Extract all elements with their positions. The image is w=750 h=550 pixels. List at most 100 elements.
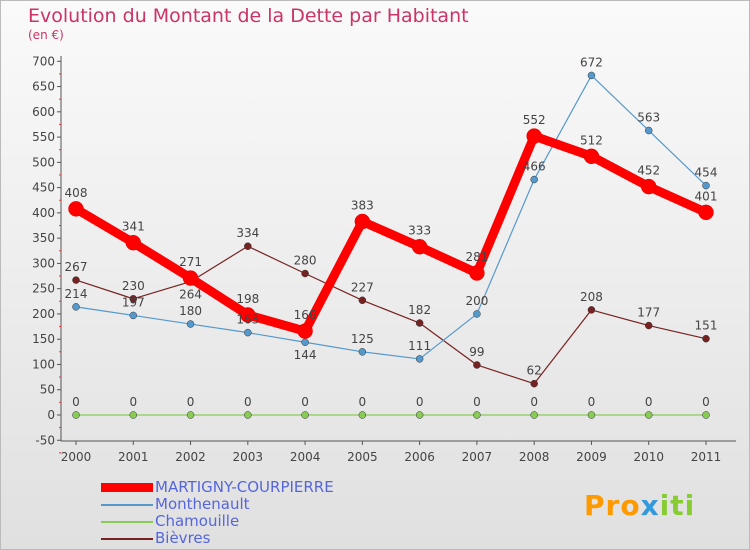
data-label: 0 bbox=[473, 395, 481, 409]
series-monthenault bbox=[72, 71, 710, 363]
data-point bbox=[702, 411, 710, 419]
data-point bbox=[640, 178, 657, 195]
data-point bbox=[530, 411, 538, 419]
data-label: 334 bbox=[236, 226, 259, 240]
data-label: 177 bbox=[637, 306, 660, 320]
data-point bbox=[68, 201, 84, 217]
legend-label: Bièvres bbox=[155, 529, 211, 547]
plot-area: -50 0 50 100 150 200 250 300 350 400 450 500 550 600 6… bbox=[32, 54, 736, 464]
data-label: 271 bbox=[179, 255, 202, 269]
data-label: 563 bbox=[637, 111, 660, 125]
y-tick-label: 50 bbox=[40, 383, 55, 397]
data-point bbox=[244, 411, 252, 419]
data-label: 452 bbox=[637, 164, 660, 178]
series-bièvres bbox=[72, 242, 710, 388]
data-label: 166 bbox=[294, 308, 317, 322]
data-label: 281 bbox=[465, 250, 488, 264]
legend-label: MARTIGNY-COURPIERRE bbox=[155, 478, 334, 496]
y-tick-label: 300 bbox=[32, 256, 55, 270]
x-tick-label: 2007 bbox=[462, 450, 493, 464]
x-tick-label: 2011 bbox=[691, 450, 722, 464]
legend-swatch bbox=[101, 520, 153, 523]
data-point bbox=[129, 311, 138, 320]
legend-swatch bbox=[101, 483, 153, 492]
series-line bbox=[73, 131, 708, 336]
data-point bbox=[186, 411, 195, 419]
data-point bbox=[129, 411, 138, 419]
data-point bbox=[644, 411, 653, 419]
series-chamouille bbox=[72, 411, 710, 419]
data-point bbox=[244, 328, 252, 337]
data-label: 0 bbox=[530, 395, 538, 409]
proxiti-logo: Proxiti bbox=[584, 489, 696, 522]
data-point bbox=[297, 323, 313, 339]
y-tick-label: 400 bbox=[32, 206, 55, 220]
data-point bbox=[358, 296, 367, 305]
data-label: 383 bbox=[351, 198, 374, 212]
data-point bbox=[240, 307, 256, 323]
data-point bbox=[301, 411, 309, 419]
data-point bbox=[526, 128, 542, 144]
data-label: 0 bbox=[702, 395, 710, 409]
data-point bbox=[301, 338, 309, 346]
y-tick-label: 700 bbox=[32, 54, 55, 68]
x-tick-label: 2004 bbox=[290, 450, 321, 464]
data-point bbox=[72, 276, 80, 284]
data-point bbox=[644, 126, 653, 135]
data-point bbox=[473, 361, 481, 369]
series-line bbox=[75, 74, 707, 360]
data-label: 267 bbox=[65, 260, 88, 274]
data-label: 0 bbox=[244, 395, 252, 409]
legend-item: Chamouille bbox=[101, 513, 334, 530]
data-point bbox=[587, 306, 596, 314]
legend: MARTIGNY-COURPIERRE Monthenault Chamouille… bbox=[101, 479, 334, 547]
data-point bbox=[186, 320, 195, 328]
legend-label: Chamouille bbox=[155, 512, 240, 530]
series-line bbox=[75, 245, 707, 385]
y-tick-label: 250 bbox=[32, 282, 55, 296]
data-point bbox=[530, 379, 538, 388]
y-tick-label: 500 bbox=[32, 155, 55, 169]
y-tick-label: 650 bbox=[32, 80, 55, 94]
data-point bbox=[125, 234, 142, 251]
data-label: 333 bbox=[408, 224, 431, 238]
x-tick-label: 2000 bbox=[61, 450, 92, 464]
x-tick-label: 2010 bbox=[633, 450, 664, 464]
data-label: 0 bbox=[588, 395, 596, 409]
data-label: 144 bbox=[294, 348, 317, 362]
data-label: 512 bbox=[580, 133, 603, 147]
data-label: 552 bbox=[523, 113, 546, 127]
data-label: 0 bbox=[301, 395, 309, 409]
legend-swatch bbox=[101, 537, 153, 540]
data-label: 341 bbox=[122, 220, 145, 234]
data-point bbox=[583, 148, 600, 165]
y-tick-label: 100 bbox=[32, 357, 55, 371]
data-label: 99 bbox=[469, 345, 484, 359]
data-label: 264 bbox=[179, 288, 202, 302]
data-label: 208 bbox=[580, 290, 603, 304]
data-point bbox=[644, 321, 653, 330]
data-label: 0 bbox=[187, 395, 195, 409]
data-point bbox=[415, 319, 424, 327]
data-label: 401 bbox=[695, 189, 718, 203]
legend-item: Monthenault bbox=[101, 496, 334, 513]
data-point bbox=[411, 238, 428, 255]
data-point bbox=[182, 270, 199, 286]
data-label: 230 bbox=[122, 279, 145, 293]
data-point bbox=[587, 411, 596, 419]
y-tick-label: 150 bbox=[32, 332, 55, 346]
data-point bbox=[530, 175, 538, 184]
data-label: 200 bbox=[465, 294, 488, 308]
data-point bbox=[72, 411, 80, 419]
data-label: 0 bbox=[72, 395, 80, 409]
data-label: 111 bbox=[408, 339, 431, 353]
chart-subtitle: (en €) bbox=[28, 28, 64, 42]
data-label: 125 bbox=[351, 332, 374, 346]
y-tick-label: 0 bbox=[47, 408, 55, 422]
x-tick-label: 2003 bbox=[233, 450, 264, 464]
chart-title: Evolution du Montant de la Dette par Hab… bbox=[28, 5, 469, 27]
x-tick-label: 2002 bbox=[175, 450, 206, 464]
data-label: 180 bbox=[179, 304, 202, 318]
data-point bbox=[473, 310, 481, 318]
